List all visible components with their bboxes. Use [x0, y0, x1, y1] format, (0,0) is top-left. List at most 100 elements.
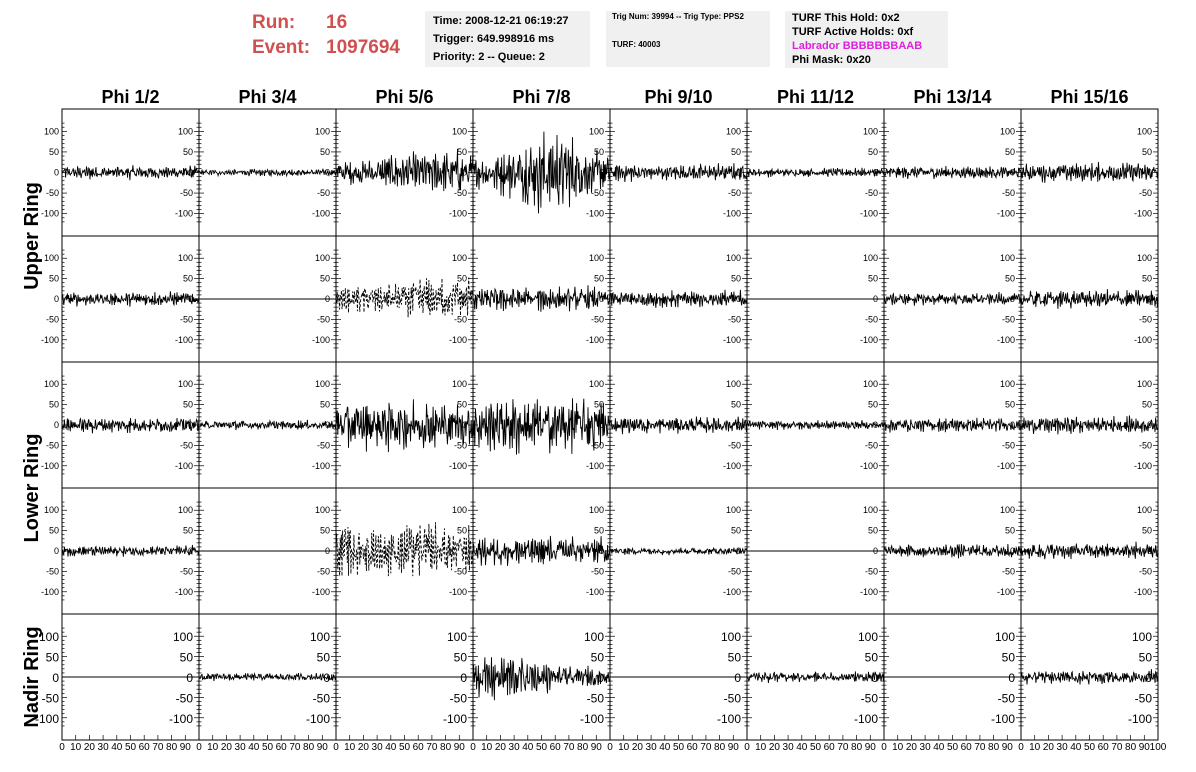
y-tick-label: 100 — [726, 505, 741, 515]
waveform-trace — [472, 657, 611, 701]
y-tick-label: -50 — [454, 314, 467, 324]
y-tick-label: -100 — [860, 587, 878, 597]
y-tick-label: 50 — [1005, 400, 1015, 410]
waveform-trace — [883, 165, 1021, 180]
y-tick-label: 50 — [868, 147, 878, 157]
y-tick-label: -50 — [591, 188, 604, 198]
x-tick-label: 90 — [865, 742, 877, 753]
x-tick-label: 50 — [262, 742, 274, 753]
y-tick-label: 100 — [1137, 505, 1152, 515]
waveform-trace — [472, 131, 611, 214]
y-tick-label: 100 — [1137, 253, 1152, 263]
x-tick-label: 80 — [988, 742, 1000, 753]
y-tick-label: -50 — [454, 566, 467, 576]
x-tick-label: 70 — [289, 742, 301, 753]
x-tick-label: 80 — [1125, 742, 1137, 753]
y-tick-label: 50 — [1005, 147, 1015, 157]
column-header: Phi 15/16 — [1050, 87, 1128, 107]
time-text: Time: 2008-12-21 06:19:27 — [433, 15, 569, 27]
waveform-trace — [883, 291, 1022, 306]
y-tick-label: 0 — [462, 546, 467, 556]
y-tick-label: -50 — [176, 691, 194, 705]
x-tick-label: 100 — [1150, 742, 1167, 753]
x-tick-label: 40 — [248, 742, 260, 753]
y-tick-label: 50 — [180, 651, 194, 665]
y-tick-label: 100 — [858, 630, 878, 644]
column-header: Phi 11/12 — [777, 87, 854, 107]
y-tick-label: 0 — [460, 671, 467, 685]
y-tick-label: 100 — [589, 253, 604, 263]
y-tick-label: 100 — [173, 630, 193, 644]
y-tick-label: -100 — [991, 712, 1015, 726]
y-tick-label: 100 — [1000, 126, 1015, 136]
x-tick-label: 70 — [974, 742, 986, 753]
x-tick-label: 60 — [413, 742, 425, 753]
y-tick-label: 100 — [863, 253, 878, 263]
y-tick-label: 0 — [186, 671, 193, 685]
y-tick-label: 100 — [584, 630, 604, 644]
y-tick-label: 50 — [457, 400, 467, 410]
y-tick-label: -100 — [449, 587, 467, 597]
x-tick-label: 50 — [536, 742, 548, 753]
y-tick-label: 50 — [868, 400, 878, 410]
y-tick-label: -100 — [997, 209, 1015, 219]
y-tick-label: -100 — [41, 335, 59, 345]
waveform-trace — [472, 535, 611, 566]
y-tick-label: -100 — [860, 335, 878, 345]
y-tick-label: -100 — [175, 209, 193, 219]
x-tick-label: 50 — [399, 742, 411, 753]
x-tick-label: 50 — [810, 742, 822, 753]
x-tick-label: 10 — [207, 742, 219, 753]
waveform-trace — [1020, 415, 1159, 435]
y-tick-label: 50 — [457, 526, 467, 536]
y-tick-label: 100 — [452, 126, 467, 136]
turf-text: TURF: 40003 — [612, 40, 661, 49]
y-tick-label: 100 — [1137, 379, 1152, 389]
y-tick-label: 50 — [49, 400, 59, 410]
waveform-trace — [609, 163, 748, 183]
y-tick-label: -50 — [180, 314, 193, 324]
y-tick-label: -50 — [728, 440, 741, 450]
x-tick-label: 20 — [495, 742, 507, 753]
y-tick-label: -50 — [46, 440, 59, 450]
y-tick-label: 100 — [39, 630, 59, 644]
y-tick-label: -100 — [586, 209, 604, 219]
x-tick-label: 40 — [111, 742, 123, 753]
y-tick-label: 0 — [52, 671, 59, 685]
waveform-trace — [609, 546, 748, 556]
y-tick-label: -50 — [1139, 566, 1152, 576]
x-tick-label: 20 — [769, 742, 781, 753]
y-tick-label: -50 — [317, 188, 330, 198]
x-tick-label: 40 — [1070, 742, 1082, 753]
y-tick-label: 50 — [1142, 400, 1152, 410]
y-tick-label: 100 — [1132, 630, 1152, 644]
x-tick-label: 80 — [440, 742, 452, 753]
x-tick-label: 10 — [755, 742, 767, 753]
waveform-trace — [1020, 541, 1159, 560]
y-tick-label: 100 — [995, 630, 1015, 644]
x-tick-label: 30 — [509, 742, 521, 753]
x-tick-label: 90 — [591, 742, 603, 753]
x-tick-label: 70 — [426, 742, 438, 753]
x-tick-label: 40 — [385, 742, 397, 753]
turf-hold-text: TURF This Hold: 0x2 — [792, 12, 900, 24]
y-tick-label: -50 — [865, 188, 878, 198]
y-tick-label: 50 — [454, 651, 468, 665]
x-tick-label: 0 — [881, 742, 887, 753]
y-tick-label: 0 — [734, 671, 741, 685]
y-tick-label: -50 — [1139, 314, 1152, 324]
y-tick-label: 50 — [457, 147, 467, 157]
y-tick-label: 100 — [178, 379, 193, 389]
x-tick-label: 80 — [577, 742, 589, 753]
y-tick-label: -100 — [41, 209, 59, 219]
trig-num-text: Trig Num: 39994 -- Trig Type: PPS2 — [612, 12, 744, 21]
waveform-trace — [883, 543, 1022, 559]
y-tick-label: 50 — [320, 147, 330, 157]
x-tick-label: 40 — [522, 742, 534, 753]
y-tick-label: 0 — [188, 168, 193, 178]
waveform-trace — [1020, 669, 1159, 685]
waveform-trace — [746, 671, 885, 683]
x-tick-label: 30 — [372, 742, 384, 753]
y-tick-label: -50 — [724, 691, 742, 705]
phi-mask-text: Phi Mask: 0x20 — [792, 54, 871, 66]
